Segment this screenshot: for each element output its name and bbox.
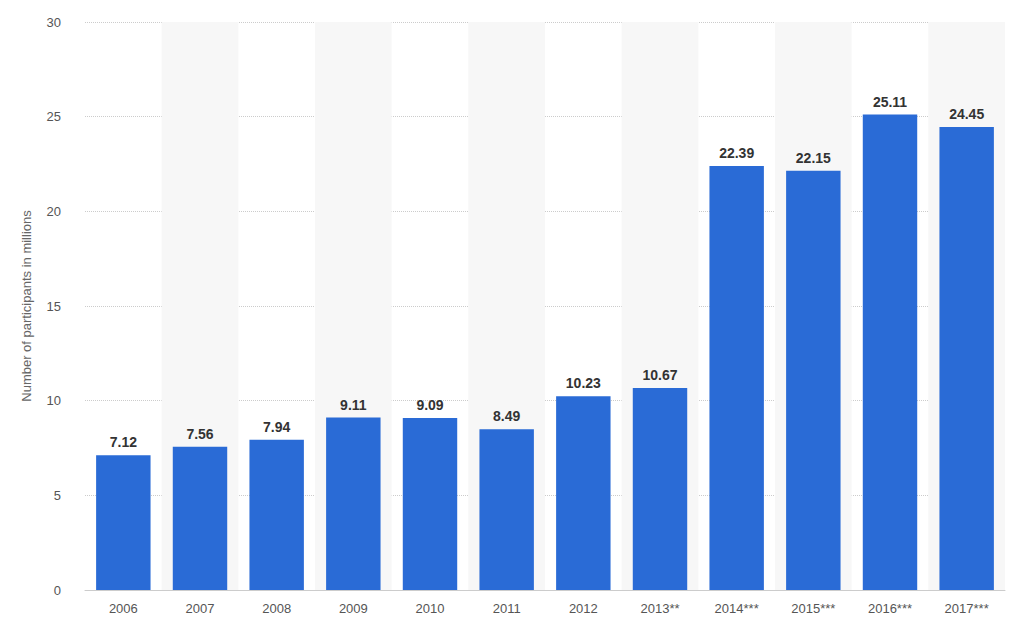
svg-text:22.39: 22.39 [719,145,754,161]
svg-text:24.45: 24.45 [949,106,984,122]
svg-text:5: 5 [54,488,61,503]
svg-text:22.15: 22.15 [796,150,831,166]
svg-text:2011: 2011 [493,601,521,616]
svg-text:2014***: 2014*** [715,601,759,616]
svg-text:9.09: 9.09 [416,397,443,413]
svg-text:2012: 2012 [569,601,598,616]
svg-text:7.56: 7.56 [186,426,213,442]
svg-text:2006: 2006 [109,601,138,616]
svg-text:8.49: 8.49 [493,408,520,424]
svg-text:2009: 2009 [339,601,368,616]
svg-text:10.23: 10.23 [566,375,601,391]
svg-text:7.94: 7.94 [263,419,290,435]
svg-text:30: 30 [47,15,61,30]
svg-text:2017***: 2017*** [945,601,989,616]
svg-text:2010: 2010 [416,601,445,616]
svg-text:2007: 2007 [186,601,215,616]
svg-text:20: 20 [47,204,61,219]
svg-text:2008: 2008 [262,601,291,616]
svg-text:2015***: 2015*** [791,601,835,616]
svg-text:Number of participants in mill: Number of participants in millions [19,210,34,402]
svg-text:10.67: 10.67 [642,367,677,383]
svg-text:25: 25 [47,109,61,124]
svg-text:15: 15 [47,299,61,314]
svg-text:9.11: 9.11 [340,397,367,413]
svg-text:25.11: 25.11 [873,94,907,110]
svg-text:2016***: 2016*** [868,601,912,616]
svg-text:10: 10 [47,393,61,408]
svg-text:7.12: 7.12 [110,434,137,450]
svg-text:0: 0 [54,583,61,598]
svg-text:2013**: 2013** [640,601,679,616]
